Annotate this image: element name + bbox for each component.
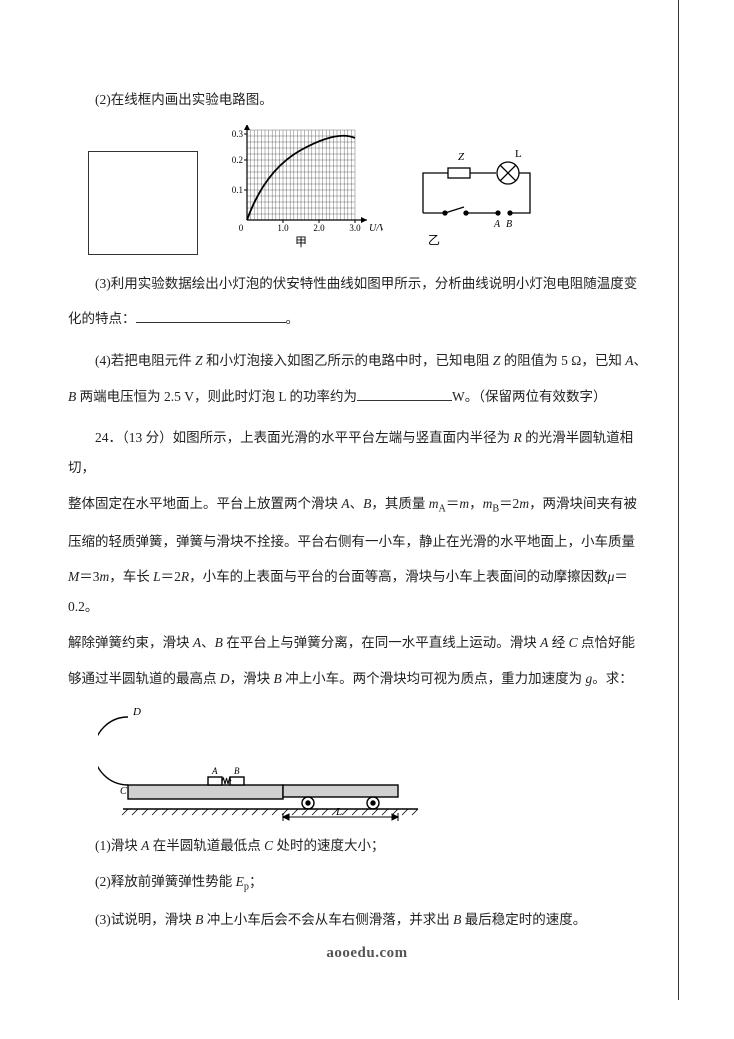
sub3-c: 最后稳定时的速度。 [461,912,586,927]
q4-mid2: 的阻值为 5 Ω，已知 [500,353,625,368]
q4-prefix: (4)若把电阻元件 [95,353,195,368]
iv-curve-chart: 0.1 0.2 0.3 1.0 2.0 3.0 I/A U/V 0 甲 [223,125,383,255]
q3-para: (3)利用实验数据绘出小灯泡的伏安特性曲线如图甲所示，分析曲线说明小灯泡电阻随温… [68,269,658,299]
sub2-a: (2)释放前弹簧弹性势能 [95,874,236,889]
q3-blank [136,310,286,324]
q2-text: (2)在线框内画出实验电路图。 [68,85,658,115]
sub3-b: 冲上小车后会不会从车右侧滑落，并求出 [203,912,453,927]
q4-mid1: 和小灯泡接入如图乙所示的电路中时，已知电阻 [203,353,493,368]
diag-B: B [234,766,240,776]
q24-l4: M＝3m，车长 L＝2R，小车的上表面与平台的台面等高，滑块与小车上表面间的动摩… [68,562,658,621]
q24-l2c: ，两滑块间夹有被 [529,496,637,511]
q24-l2b: ，其质量 [371,496,428,511]
ytick-2: 0.2 [232,155,243,165]
q24-l2: 整体固定在水平地面上。平台上放置两个滑块 A、B，其质量 mA＝m，mB＝2m，… [68,489,658,521]
sub1-a: (1)滑块 [95,838,141,853]
q4-blank [357,387,452,401]
sub1: (1)滑块 A 在半圆轨道最低点 C 处时的速度大小； [68,831,658,861]
sub2: (2)释放前弹簧弹性势能 Ep； [68,867,658,899]
diag-L: L [335,806,342,818]
circuit-draw-box [88,151,198,255]
q24-l5a: 解除弹簧约束，滑块 [68,635,193,650]
sub3-a: (3)试说明，滑块 [95,912,195,927]
xtick-1: 1.0 [277,223,289,233]
chart-caption: 甲 [295,235,307,249]
q24-prefix: 24．（13 分）如图所示，上表面光滑的水平平台左端与竖直面内半径为 [95,430,514,445]
q24-l6d: 。求： [592,671,633,686]
q24-l5c: 点恰好能 [578,635,635,650]
circuit-l: L [515,148,522,160]
diag-D: D [132,706,141,718]
svg-text:0: 0 [239,223,244,233]
xtick-3: 3.0 [349,223,361,233]
physics-diagram: D A B C L [98,703,438,823]
circuit-caption: 乙 [428,233,440,247]
sub1-b: 在半圆轨道最低点 [149,838,264,853]
q4-l2-suf: W。（保留两位有效数字） [452,389,607,404]
footer-watermark: aooedu.com [0,945,734,962]
q24-l1: 24．（13 分）如图所示，上表面光滑的水平平台左端与竖直面内半径为 R 的光滑… [68,423,658,482]
page-right-border [678,0,679,1000]
diag-A: A [211,766,218,776]
circuit-z: Z [458,151,465,163]
q24-l2a: 整体固定在水平地面上。平台上放置两个滑块 [68,496,341,511]
q24-l6c: 冲上小车。两个滑块均可视为质点，重力加速度为 [282,671,586,686]
q3-line2: 化的特点： 。 [68,304,658,334]
q24-l6a: 够通过半圆轨道的最高点 [68,671,220,686]
q24-l5b: 在平台上与弹簧分离，在同一水平直线上运动。滑块 [223,635,540,650]
q3-prefix: (3)利用实验数据绘出小灯泡的伏安特性曲线如图甲所示，分析曲线说明小灯泡电阻随温… [95,276,637,291]
q4-line2: B 两端电压恒为 2.5 V，则此时灯泡 L 的功率约为W。（保留两位有效数字） [68,382,658,412]
sub2-b: ； [249,874,263,889]
q4-para: (4)若把电阻元件 Z 和小灯泡接入如图乙所示的电路中时，已知电阻 Z 的阻值为… [68,346,658,376]
circuit-a: A [493,219,501,230]
xtick-2: 2.0 [313,223,325,233]
figure-row-1: 0.1 0.2 0.3 1.0 2.0 3.0 I/A U/V 0 甲 [88,125,658,255]
diag-C: C [120,786,127,797]
ytick-3: 0.3 [232,129,244,139]
circuit-yi: Z L A B 乙 [408,145,548,255]
sub1-c: 处时的速度大小； [273,838,384,853]
circuit-b: B [506,219,512,230]
q3-suffix: 。 [286,311,300,326]
q24-l5: 解除弹簧约束，滑块 A、B 在平台上与弹簧分离，在同一水平直线上运动。滑块 A … [68,628,658,658]
q24-l6b: ，滑块 [230,671,274,686]
xlabel: U/V [369,223,383,234]
main-content: (2)在线框内画出实验电路图。 [68,85,658,941]
q4-l2-pre: 两端电压恒为 2.5 V，则此时灯泡 L 的功率约为 [76,389,357,404]
q24-l6: 够通过半圆轨道的最高点 D，滑块 B 冲上小车。两个滑块均可视为质点，重力加速度… [68,664,658,694]
q24-l3: 压缩的轻质弹簧，弹簧与滑块不拴接。平台右侧有一小车，静止在光滑的水平地面上，小车… [68,527,658,557]
q24-l4b: ，小车的上表面与平台的台面等高，滑块与小车上表面间的动摩擦因数 [189,569,608,584]
sub3: (3)试说明，滑块 B 冲上小车后会不会从车右侧滑落，并求出 B 最后稳定时的速… [68,905,658,935]
q3-line2-text: 化的特点： [68,311,136,326]
q24-l4a: ，车长 [109,569,153,584]
ytick-1: 0.1 [232,185,243,195]
